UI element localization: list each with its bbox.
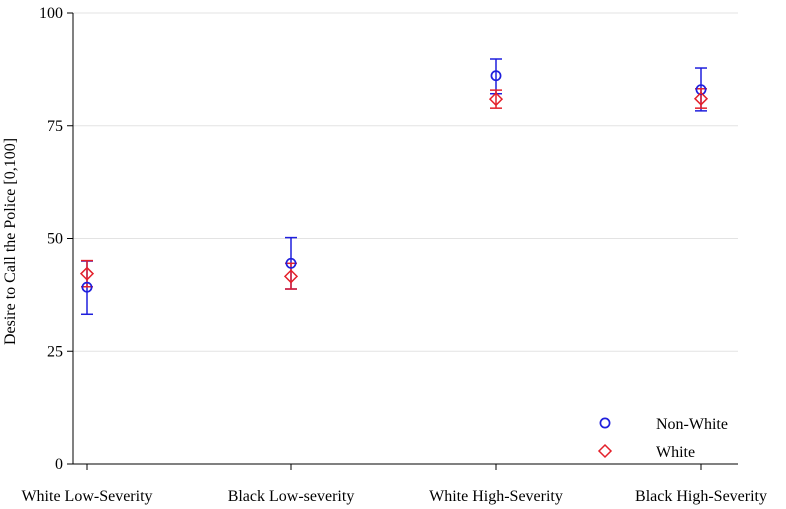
data-point-white xyxy=(79,266,95,281)
legend-label: Non-White xyxy=(656,416,728,433)
y-tick-label: 25 xyxy=(47,343,63,360)
x-category-label: White Low-Severity xyxy=(21,488,152,505)
y-tick-label: 75 xyxy=(47,118,63,135)
x-category-label: Black Low-severity xyxy=(228,488,355,505)
data-marks xyxy=(79,58,709,316)
y-tick-label: 100 xyxy=(39,5,63,22)
x-axis-ticks: White Low-Severity Black Low-severity Whit… xyxy=(21,464,767,505)
legend: Non-White White xyxy=(597,416,728,461)
data-point-white xyxy=(488,92,504,107)
data-point-non-white xyxy=(695,84,707,96)
data-point-non-white xyxy=(490,70,502,82)
legend-marker xyxy=(599,417,611,429)
data-point-non-white xyxy=(81,281,93,293)
x-category-label: White High-Severity xyxy=(429,488,563,505)
gridlines xyxy=(73,12,738,352)
y-axis-title: Desire to Call the Police [0,100] xyxy=(2,138,19,345)
y-tick-label: 0 xyxy=(55,456,63,473)
legend-label: White xyxy=(656,444,695,461)
data-point-white xyxy=(693,91,709,106)
y-axis-ticks: 0 25 50 75 100 xyxy=(39,5,73,473)
data-point-non-white xyxy=(285,257,297,269)
y-tick-label: 50 xyxy=(47,231,63,248)
legend-marker xyxy=(597,443,613,459)
x-category-label: Black High-Severity xyxy=(635,488,767,505)
data-point-white xyxy=(283,269,299,284)
